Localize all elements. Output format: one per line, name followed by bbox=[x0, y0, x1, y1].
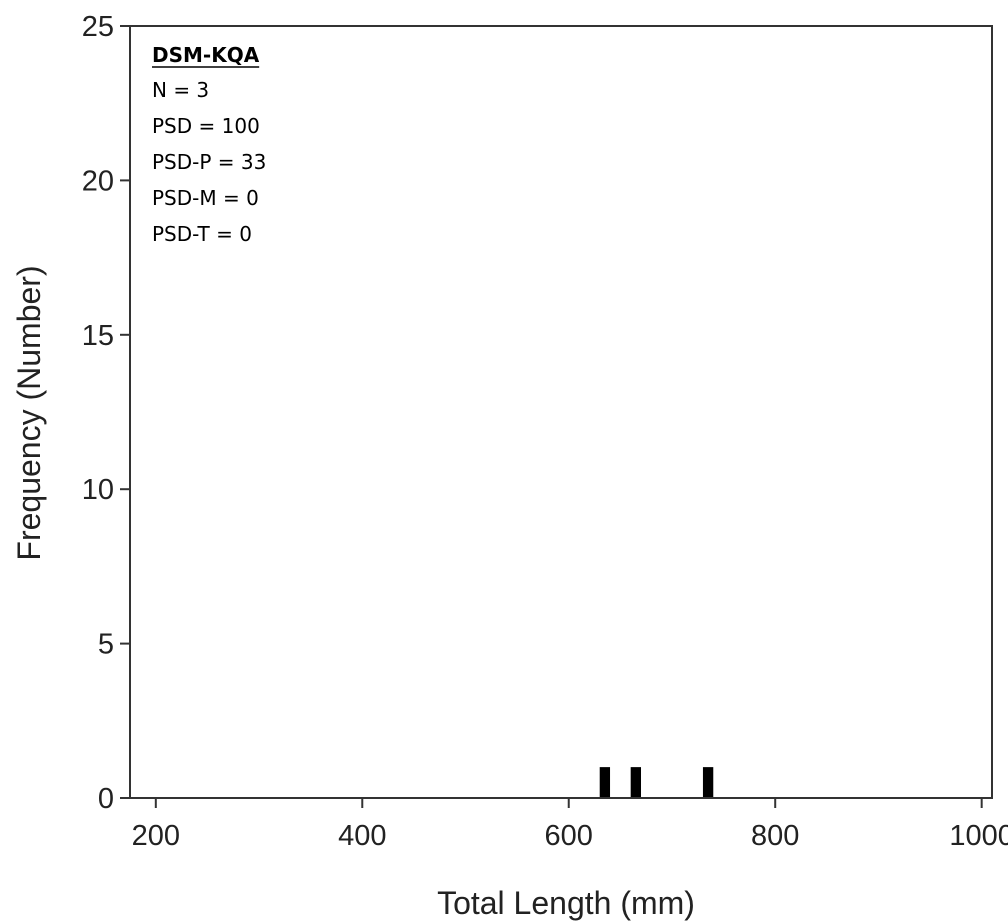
annotation-title: DSM-KQA bbox=[152, 43, 260, 67]
x-axis-ticks: 200 400 600 800 1000 bbox=[132, 798, 1008, 852]
annotation-line-psd-m: PSD-M = 0 bbox=[152, 186, 259, 210]
annotation-line-psd-p: PSD-P = 33 bbox=[152, 150, 266, 174]
x-tick-label: 1000 bbox=[949, 820, 1008, 852]
y-tick-label: 5 bbox=[98, 629, 114, 661]
histogram-bar bbox=[630, 767, 642, 798]
bars bbox=[599, 767, 714, 798]
annotation-line-n: N = 3 bbox=[152, 78, 209, 102]
stats-annotation: DSM-KQA N = 3 PSD = 100 PSD-P = 33 PSD-M… bbox=[152, 43, 266, 246]
y-tick-label: 0 bbox=[98, 783, 114, 815]
y-tick-label: 25 bbox=[82, 11, 114, 43]
y-tick-label: 10 bbox=[82, 474, 114, 506]
x-tick-label: 600 bbox=[545, 820, 593, 852]
x-tick-label: 200 bbox=[132, 820, 180, 852]
y-tick-label: 20 bbox=[82, 165, 114, 197]
x-tick-label: 400 bbox=[338, 820, 386, 852]
x-axis-label: Total Length (mm) bbox=[437, 885, 695, 921]
histogram-bar bbox=[599, 767, 611, 798]
x-tick-label: 800 bbox=[751, 820, 799, 852]
y-axis-label: Frequency (Number) bbox=[11, 265, 47, 560]
annotation-line-psd: PSD = 100 bbox=[152, 114, 260, 138]
y-axis-ticks: 0 5 10 15 20 25 bbox=[82, 11, 130, 815]
y-tick-label: 15 bbox=[82, 320, 114, 352]
annotation-line-psd-t: PSD-T = 0 bbox=[152, 222, 252, 246]
histogram-bar bbox=[702, 767, 714, 798]
plot-frame bbox=[129, 25, 993, 799]
